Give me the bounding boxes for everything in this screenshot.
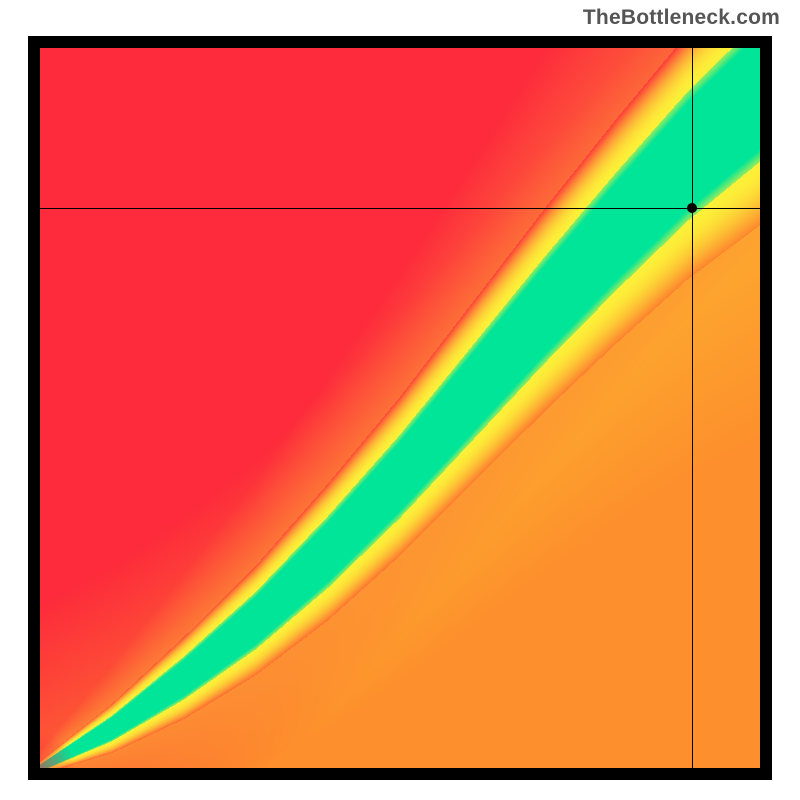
crosshair-horizontal bbox=[40, 208, 760, 209]
marker-dot bbox=[687, 203, 697, 213]
heatmap-area bbox=[40, 48, 760, 768]
heatmap-canvas bbox=[40, 48, 760, 768]
plot-frame bbox=[28, 36, 772, 780]
crosshair-vertical bbox=[692, 48, 693, 768]
watermark-text: TheBottleneck.com bbox=[583, 6, 780, 30]
